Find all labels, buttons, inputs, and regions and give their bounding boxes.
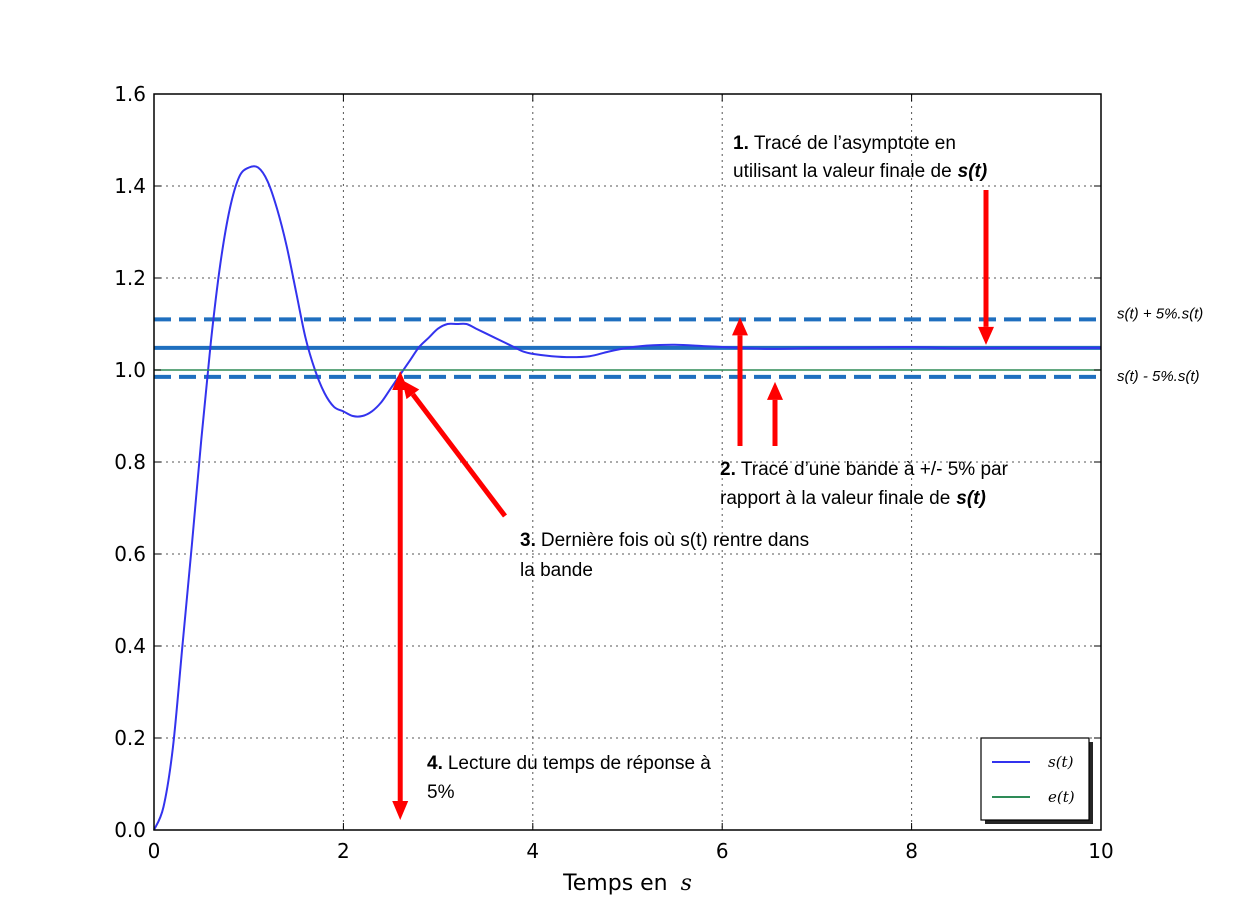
y-tick-label: 1.2 <box>114 266 146 290</box>
x-axis-label-var: s <box>681 871 692 896</box>
legend-box <box>980 737 1090 821</box>
y-tick-label: 0.4 <box>114 634 146 658</box>
annotation-4-line2: 5% <box>427 782 455 803</box>
tick-labels: 0 2 4 6 8 10 0.0 0.2 0.4 0.6 0.8 1.0 1.2 1.4 1.6 <box>114 82 1114 863</box>
annotation-arrows <box>392 190 994 820</box>
y-tick-label: 0.0 <box>114 818 146 842</box>
x-tick-label: 4 <box>526 839 539 863</box>
y-tick-label: 0.8 <box>114 450 146 474</box>
annotation-3-line1: 3. Dernière fois où s(t) rentre dans <box>520 530 809 551</box>
y-tick-label: 1.6 <box>114 82 146 106</box>
axis-ticks <box>153 93 1102 831</box>
arrow-band-upper-head <box>732 317 748 336</box>
band-label-lower: s(t) - 5%.s(t) <box>1117 368 1200 385</box>
x-tick-label: 2 <box>337 839 350 863</box>
annotation-2-emph: s(t) <box>956 488 986 509</box>
annotation-1-emph: s(t) <box>958 161 988 182</box>
annotation-3-number: 3. <box>520 530 536 551</box>
arrow-last-entry-head <box>402 380 420 400</box>
legend-label-s: s(t) <box>1048 753 1074 771</box>
y-tick-label: 0.2 <box>114 726 146 750</box>
y-tick-label: 0.6 <box>114 542 146 566</box>
legend-label-e: e(t) <box>1048 788 1075 806</box>
annotation-1-number: 1. <box>733 133 749 154</box>
annotation-4-line1: 4. Lecture du temps de réponse à <box>427 753 711 774</box>
x-tick-label: 6 <box>716 839 729 863</box>
annotation-2-line2: rapport à la valeur finale de s(t) <box>720 488 986 509</box>
series-line-s <box>153 165 1101 831</box>
arrow-response-time-head-top <box>392 371 409 390</box>
annotation-2-text: Tracé d’une bande à +/- 5% par <box>741 459 1009 480</box>
arrow-response-time-head-bottom <box>392 801 409 820</box>
x-tick-label: 10 <box>1088 839 1113 863</box>
annotation-4-number: 4. <box>427 753 443 774</box>
annotation-1-text: Tracé de l’asymptote en <box>754 133 956 154</box>
series-group <box>153 165 1101 831</box>
legend: s(t) e(t) <box>980 737 1093 824</box>
arrow-asymptote-head <box>978 326 994 345</box>
y-tick-label: 1.0 <box>114 358 146 382</box>
annotation-1-line1: 1. Tracé de l’asymptote en <box>733 133 956 154</box>
annotation-3-text: Dernière fois où s(t) rentre dans <box>541 530 809 551</box>
annotation-2-text2: rapport à la valeur finale de <box>720 488 950 509</box>
annotation-1-text2: utilisant la valeur finale de <box>733 161 952 182</box>
x-tick-label: 8 <box>905 839 918 863</box>
arrow-band-lower-head <box>767 381 783 400</box>
arrow-last-entry-shaft <box>410 392 507 518</box>
x-axis-label: Temps en s <box>562 871 692 896</box>
annotation-2-number: 2. <box>720 459 736 480</box>
annotation-4-text: Lecture du temps de réponse à <box>448 753 711 774</box>
y-tick-label: 1.4 <box>114 174 146 198</box>
x-axis-label-text: Temps en <box>562 871 668 896</box>
band-label-upper: s(t) + 5%.s(t) <box>1117 305 1203 322</box>
annotation-3-line2: la bande <box>520 560 593 581</box>
x-tick-label: 0 <box>148 839 161 863</box>
band-labels: s(t) + 5%.s(t) s(t) - 5%.s(t) <box>1117 305 1203 385</box>
annotation-1-line2: utilisant la valeur finale de s(t) <box>733 161 987 182</box>
annotation-2-line1: 2. Tracé d’une bande à +/- 5% par <box>720 459 1009 480</box>
annotations: 1. Tracé de l’asymptote en utilisant la v… <box>427 133 1009 803</box>
